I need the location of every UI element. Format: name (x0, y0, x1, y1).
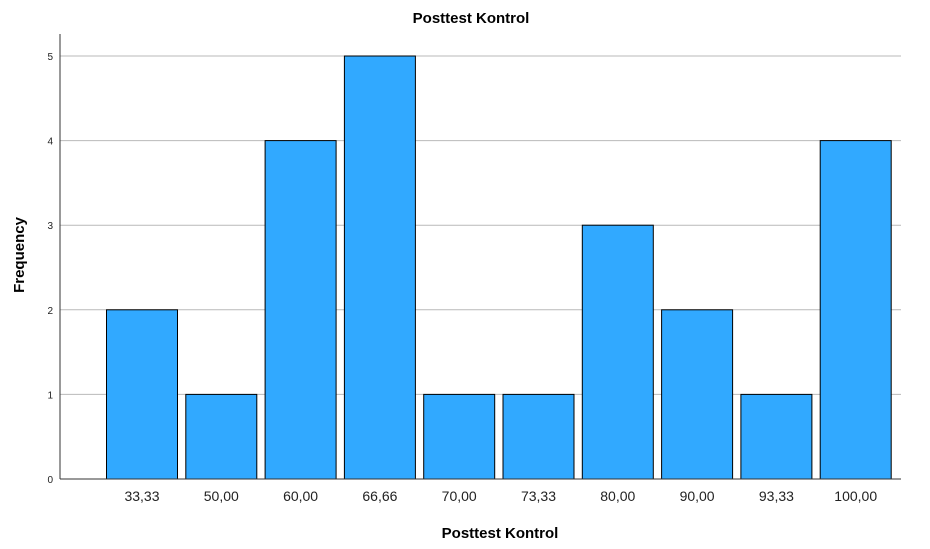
x-axis-title: Posttest Kontrol (442, 525, 559, 542)
bar (581, 224, 654, 480)
x-tick-label: 90,00 (680, 488, 715, 504)
y-tick-label: 5 (47, 52, 53, 63)
bar (106, 309, 178, 480)
bar (661, 309, 734, 480)
x-tick-label: 50,00 (204, 488, 239, 504)
gridlines (60, 55, 901, 395)
x-tick-labels: 33,33 50,00 60,00 66,66 70,00 73,33 80,00 90,00… (124, 488, 877, 504)
x-tick-label: 73,33 (521, 488, 556, 504)
bar (423, 393, 496, 480)
bar (819, 140, 892, 480)
x-tick-label: 60,00 (283, 488, 318, 504)
x-tick-label: 33,33 (124, 488, 159, 504)
y-tick-label: 4 (47, 137, 53, 148)
y-tick-label: 2 (47, 306, 53, 317)
x-tick-label: 70,00 (442, 488, 477, 504)
x-tick-label: 100,00 (834, 488, 877, 504)
y-tick-label: 1 (47, 390, 53, 401)
x-tick-label: 93,33 (759, 488, 794, 504)
bar (343, 55, 416, 480)
y-axis-title: Frequency (11, 216, 28, 293)
chart-title: Posttest Kontrol (413, 10, 530, 27)
y-tick-label: 0 (47, 475, 53, 486)
x-tick-label: 80,00 (600, 488, 635, 504)
bar (264, 140, 337, 480)
y-tick-label: 3 (47, 221, 53, 232)
x-tick-label: 66,66 (362, 488, 397, 504)
bar (185, 393, 258, 480)
bars (106, 55, 892, 480)
bar (502, 393, 575, 480)
bar (740, 393, 813, 480)
y-tick-labels: 0 1 2 3 4 5 (47, 52, 53, 486)
